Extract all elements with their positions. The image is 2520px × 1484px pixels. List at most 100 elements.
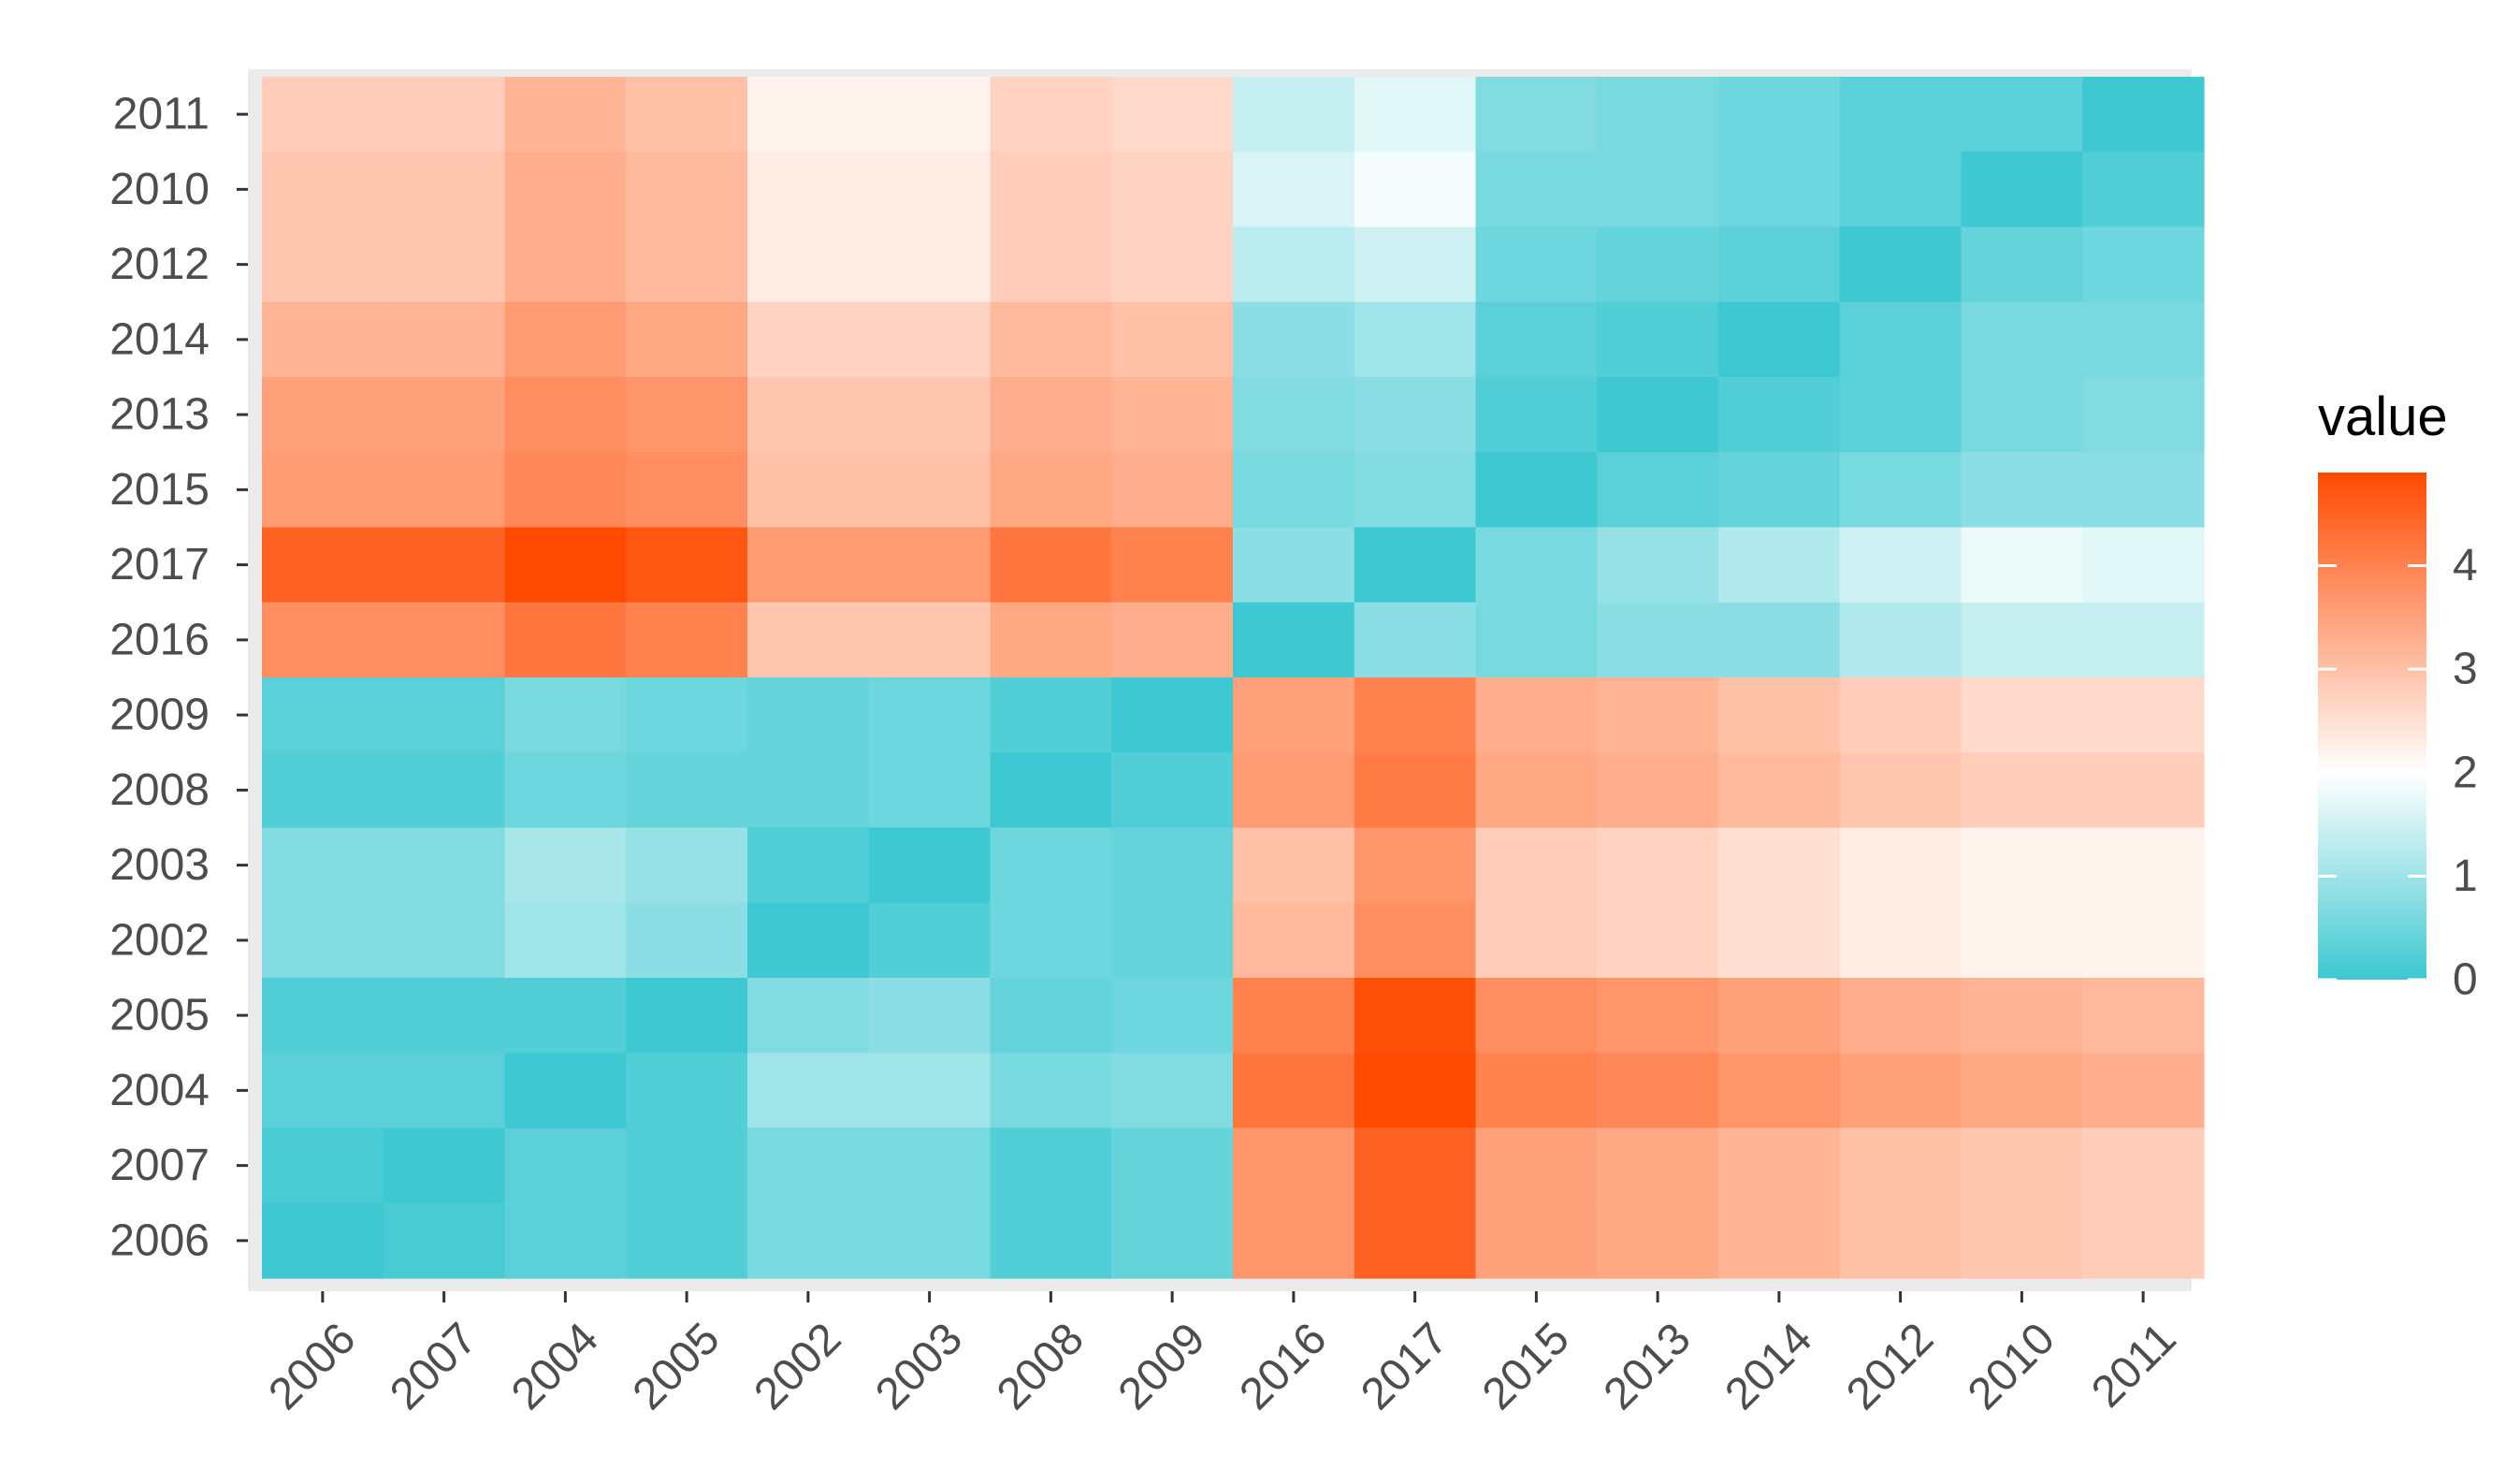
legend-colorbar: [2318, 473, 2426, 980]
legend-tick-label: 0: [2453, 955, 2478, 1005]
heatmap-cell: [262, 752, 384, 829]
y-tick-label: 2002: [109, 915, 210, 965]
heatmap-cell: [747, 677, 870, 753]
heatmap-cell: [1111, 1128, 1234, 1204]
heatmap-cell: [747, 527, 870, 604]
heatmap-cell: [626, 902, 748, 979]
heatmap-cell: [1961, 452, 2083, 529]
heatmap-cell: [1839, 1053, 1962, 1129]
heatmap-cell: [383, 978, 506, 1054]
heatmap-cell: [383, 827, 506, 904]
x-tick-label: 2012: [1837, 1314, 1943, 1419]
heatmap-cell: [1718, 527, 1841, 604]
heatmap-cell: [1475, 527, 1598, 604]
heatmap-cell: [262, 77, 384, 153]
heatmap-cell: [1839, 752, 1962, 829]
heatmap-cell: [868, 377, 992, 453]
heatmap-cell: [1718, 902, 1841, 979]
heatmap-cell: [1233, 301, 1355, 378]
heatmap-cell: [1354, 1128, 1477, 1204]
heatmap-cell: [1718, 677, 1841, 753]
heatmap-cell: [1354, 827, 1477, 904]
y-tick-label: 2015: [109, 465, 210, 515]
heatmap-cell: [1961, 527, 2083, 604]
y-tick-label: 2003: [109, 840, 210, 890]
heatmap-cell: [747, 152, 870, 228]
heatmap-cell: [990, 77, 1112, 153]
heatmap-cell: [990, 226, 1112, 303]
heatmap-cell: [747, 77, 870, 153]
y-tick-label: 2007: [109, 1141, 210, 1190]
heatmap-cell: [868, 226, 992, 303]
heatmap-cell: [1597, 1202, 1719, 1279]
heatmap-cell: [262, 301, 384, 378]
heatmap-cell: [1718, 827, 1841, 904]
heatmap-cell: [1475, 1128, 1598, 1204]
heatmap-cell: [1233, 1053, 1355, 1129]
x-tick-label: 2008: [988, 1314, 1093, 1419]
heatmap-cell: [626, 152, 748, 228]
heatmap-cell: [1839, 677, 1962, 753]
heatmap-cell: [868, 452, 992, 529]
heatmap-cell: [626, 1202, 748, 1279]
heatmap-cell: [990, 752, 1112, 829]
heatmap-cell: [1718, 152, 1841, 228]
heatmap-cell: [504, 1202, 627, 1279]
heatmap-cell: [1233, 77, 1355, 153]
heatmap-cell: [1961, 752, 2083, 829]
heatmap-cell: [2082, 1202, 2205, 1279]
heatmap-cell: [747, 1053, 870, 1129]
heatmap-cell: [2082, 677, 2205, 753]
heatmap-cell: [1839, 77, 1962, 153]
heatmap-cell: [1475, 677, 1598, 753]
heatmap-cell: [990, 1202, 1112, 1279]
heatmap-cell: [262, 1128, 384, 1204]
heatmap-cell: [1718, 377, 1841, 453]
x-tick-label: 2007: [381, 1314, 486, 1419]
heatmap-cell: [990, 377, 1112, 453]
x-tick-label: 2011: [2082, 1314, 2185, 1417]
heatmap-cell: [1597, 752, 1719, 829]
heatmap-cell: [262, 827, 384, 904]
heatmap-cell: [1597, 602, 1719, 678]
heatmap-cell: [1354, 902, 1477, 979]
heatmap-cell: [1111, 377, 1234, 453]
heatmap-cell: [2082, 226, 2205, 303]
heatmap-cell: [626, 752, 748, 829]
heatmap-cell: [1233, 377, 1355, 453]
heatmap-cell: [262, 152, 384, 228]
heatmap-cell: [1839, 1202, 1962, 1279]
heatmap-cell: [2082, 377, 2205, 453]
heatmap-cell: [1354, 1202, 1477, 1279]
heatmap-cell: [747, 301, 870, 378]
heatmap-cell: [747, 226, 870, 303]
heatmap-cell: [1839, 301, 1962, 378]
heatmap-cell: [383, 452, 506, 529]
heatmap-cell: [1839, 827, 1962, 904]
heatmap-cell: [383, 752, 506, 829]
heatmap-cell: [1475, 452, 1598, 529]
heatmap-cell: [990, 152, 1112, 228]
heatmap-cell: [2082, 827, 2205, 904]
heatmap-cell: [1839, 978, 1962, 1054]
heatmap-cell: [1597, 452, 1719, 529]
heatmap-cell: [626, 226, 748, 303]
legend-ticks: 0 1 2 3 4: [2318, 541, 2478, 1005]
x-tick-label: 2015: [1473, 1314, 1579, 1419]
heatmap-cell: [1475, 1053, 1598, 1129]
heatmap-cell: [262, 452, 384, 529]
heatmap-cell: [383, 602, 506, 678]
heatmap-cell: [1597, 77, 1719, 153]
y-tick-label: 2008: [109, 765, 210, 815]
y-tick-label: 2010: [109, 165, 210, 214]
y-tick-label: 2017: [109, 540, 210, 589]
heatmap-cell: [504, 377, 627, 453]
heatmap-cell: [1354, 152, 1477, 228]
heatmap-cell: [262, 377, 384, 453]
x-tick-label: 2017: [1352, 1314, 1457, 1419]
heatmap-cell: [1354, 226, 1477, 303]
heatmap-cell: [1718, 1053, 1841, 1129]
x-tick-label: 2009: [1109, 1314, 1215, 1419]
heatmap-cell: [262, 902, 384, 979]
heatmap-cell: [626, 677, 748, 753]
